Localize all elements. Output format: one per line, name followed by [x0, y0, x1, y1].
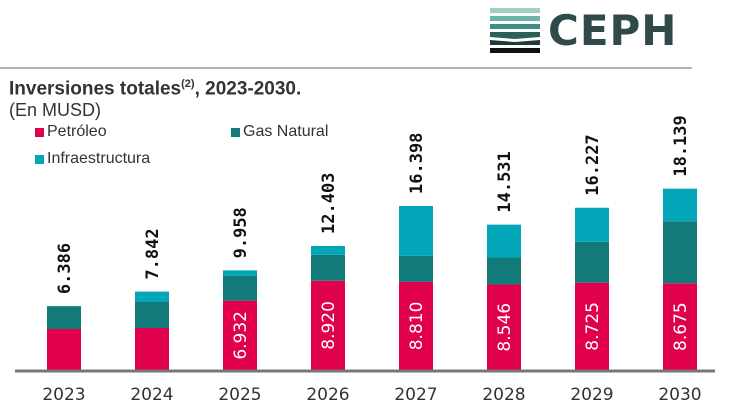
bar-petróleo-2025 — [223, 300, 257, 370]
x-tick-label: 2026 — [306, 385, 349, 405]
bar-gas-natural-2027 — [399, 255, 433, 282]
bar-infraestructura-2027 — [399, 206, 433, 256]
total-label: 12.403 — [319, 173, 339, 234]
chart-title: Inversiones totales(2), 2023-2030. — [9, 78, 301, 100]
total-label: 6.386 — [55, 243, 75, 294]
bar-petróleo-2030 — [663, 283, 697, 370]
logo-text: CEPH — [548, 6, 678, 55]
legend-swatch — [35, 154, 44, 164]
title-footnote: (2) — [181, 78, 195, 90]
total-label: 7.842 — [143, 228, 163, 279]
legend-petroleo: Petróleo — [35, 123, 107, 141]
total-label: 18.139 — [671, 115, 691, 176]
bar-gas-natural-2029 — [575, 241, 609, 283]
bar-infraestructura-2026 — [311, 246, 345, 255]
bar-infraestructura-2025 — [223, 270, 257, 276]
x-tick-label: 2023 — [42, 385, 85, 405]
bar-gas-natural-2026 — [311, 254, 345, 281]
data-label-petroleo: 8.546 — [495, 303, 515, 352]
bar-petróleo-2028 — [487, 284, 521, 370]
bar-gas-natural-2028 — [487, 257, 521, 285]
data-label-petroleo: 8.810 — [407, 302, 427, 351]
bar-gas-natural-2023 — [47, 306, 81, 329]
bar-gas-natural-2030 — [663, 221, 697, 284]
ceph-logo: CEPH — [490, 6, 678, 55]
title-suffix: , 2023-2030. — [194, 78, 302, 100]
bar-petróleo-2029 — [575, 282, 609, 370]
bar-infraestructura-2030 — [663, 188, 697, 222]
bar-gas-natural-2025 — [223, 275, 257, 301]
bar-petróleo-2024 — [135, 328, 169, 370]
bar-infraestructura-2029 — [575, 207, 609, 242]
bar-petróleo-2027 — [399, 281, 433, 370]
total-label: 14.531 — [495, 151, 515, 212]
x-tick-label: 2030 — [658, 385, 701, 405]
data-label-petroleo: 8.675 — [671, 302, 691, 351]
chart-subtitle: (En MUSD) — [9, 100, 102, 120]
ceph-logo-icon — [490, 8, 540, 53]
legend-swatch — [231, 127, 240, 137]
bar-gas-natural-2024 — [135, 302, 169, 328]
legend-label: Gas Natural — [243, 123, 329, 140]
bar-petróleo-2026 — [311, 280, 345, 370]
total-label: 9.958 — [231, 207, 251, 258]
header-divider — [0, 67, 692, 69]
data-label-petroleo: 8.920 — [319, 301, 339, 350]
x-tick-label: 2024 — [130, 385, 173, 405]
total-label: 16.227 — [583, 134, 603, 195]
bar-infraestructura-2028 — [487, 224, 521, 258]
x-tick-label: 2028 — [482, 385, 525, 405]
data-label-petroleo: 6.932 — [231, 311, 251, 360]
x-tick-label: 2027 — [394, 385, 437, 405]
legend-gas-natural: Gas Natural — [231, 123, 328, 141]
bar-petróleo-2023 — [47, 329, 81, 370]
x-tick-label: 2029 — [570, 385, 613, 405]
total-label: 16.398 — [407, 133, 427, 194]
title-text: Inversiones totales — [9, 78, 182, 100]
legend-infraestructura: Infraestructura — [35, 150, 150, 168]
legend-swatch — [35, 127, 44, 137]
x-tick-label: 2025 — [218, 385, 261, 405]
bar-infraestructura-2024 — [135, 291, 169, 302]
legend-label: Petróleo — [47, 123, 107, 140]
data-label-petroleo: 8.725 — [583, 302, 603, 351]
legend-label: Infraestructura — [47, 150, 151, 167]
